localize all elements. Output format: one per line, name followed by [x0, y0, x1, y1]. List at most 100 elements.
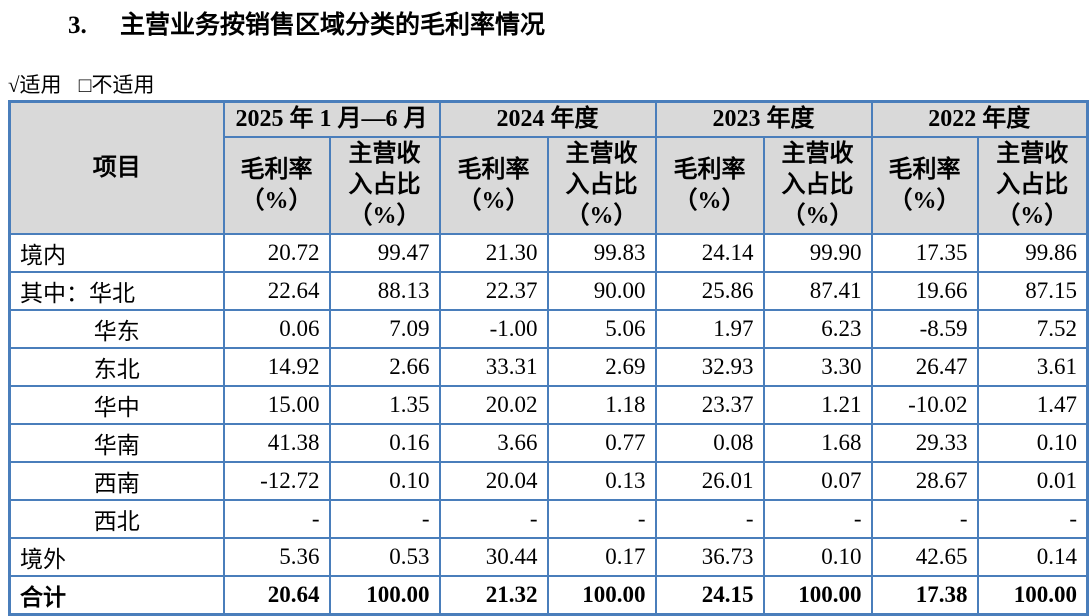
cell-value: 1.68 [762, 423, 873, 463]
cell-value: 0.10 [976, 423, 1089, 463]
cell-value: 25.86 [654, 271, 765, 311]
cell-value: 14.92 [222, 347, 331, 387]
table-header: 项目 2025 年 1 月—6 月 2024 年度 2023 年度 2022 年… [8, 100, 1089, 235]
cell-value: - [976, 499, 1089, 539]
cell-value: 87.41 [762, 271, 873, 311]
cell-value: 1.35 [328, 385, 441, 425]
cell-value: 100.00 [328, 575, 441, 616]
cell-value: 99.83 [546, 233, 657, 273]
applicable-option: √适用 [8, 73, 62, 97]
period-2025h1-header: 2025 年 1 月—6 月 [222, 100, 441, 138]
cell-value: 17.38 [870, 575, 979, 616]
cell-value: 3.66 [438, 423, 549, 463]
cell-value: 36.73 [654, 537, 765, 577]
cell-value: -10.02 [870, 385, 979, 425]
table-row: 西南 -12.72 0.10 20.04 0.13 26.01 0.07 28.… [8, 461, 1089, 501]
cell-value: 90.00 [546, 271, 657, 311]
cell-value: 24.15 [654, 575, 765, 616]
cell-value: 0.06 [222, 309, 331, 349]
cell-value: - [654, 499, 765, 539]
cell-value: 41.38 [222, 423, 331, 463]
cell-value: 99.86 [976, 233, 1089, 273]
row-label: 西南 [8, 461, 225, 501]
cell-value: - [222, 499, 331, 539]
table-row: 东北 14.92 2.66 33.31 2.69 32.93 3.30 26.4… [8, 347, 1089, 387]
cell-value: 30.44 [438, 537, 549, 577]
row-label: 境内 [8, 233, 225, 273]
cell-value: 19.66 [870, 271, 979, 311]
cell-value: 20.64 [222, 575, 331, 616]
cell-value: 6.23 [762, 309, 873, 349]
revenue-share-header: 主营收入占比（%） [328, 136, 441, 235]
cell-value: 42.65 [870, 537, 979, 577]
cell-value: - [762, 499, 873, 539]
cell-value: 0.10 [328, 461, 441, 501]
table-row: 华东 0.06 7.09 -1.00 5.06 1.97 6.23 -8.59 … [8, 309, 1089, 349]
revenue-share-header: 主营收入占比（%） [546, 136, 657, 235]
cell-value: - [438, 499, 549, 539]
table-row: 华南 41.38 0.16 3.66 0.77 0.08 1.68 29.33 … [8, 423, 1089, 463]
cell-value: 87.15 [976, 271, 1089, 311]
cell-value: 0.14 [976, 537, 1089, 577]
table-row: 境内 20.72 99.47 21.30 99.83 24.14 99.90 1… [8, 233, 1089, 273]
cell-value: 26.01 [654, 461, 765, 501]
cell-value: - [328, 499, 441, 539]
cell-value: 17.35 [870, 233, 979, 273]
table-row: 合计 20.64 100.00 21.32 100.00 24.15 100.0… [8, 575, 1089, 616]
cell-value: 99.47 [328, 233, 441, 273]
cell-value: 100.00 [546, 575, 657, 616]
cell-value: 0.07 [762, 461, 873, 501]
table-row: 西北 - - - - - - - - [8, 499, 1089, 539]
gross-margin-by-region-table: 项目 2025 年 1 月—6 月 2024 年度 2023 年度 2022 年… [8, 100, 1089, 616]
gross-margin-header: 毛利率（%） [222, 136, 331, 235]
gross-margin-header: 毛利率（%） [654, 136, 765, 235]
cell-value: - [546, 499, 657, 539]
cell-value: 0.16 [328, 423, 441, 463]
cell-value: 0.13 [546, 461, 657, 501]
revenue-share-header: 主营收入占比（%） [762, 136, 873, 235]
cell-value: - [870, 499, 979, 539]
cell-value: 20.72 [222, 233, 331, 273]
cell-value: 3.30 [762, 347, 873, 387]
cell-value: 15.00 [222, 385, 331, 425]
section-number: 3. [68, 12, 87, 39]
cell-value: 3.61 [976, 347, 1089, 387]
cell-value: 20.02 [438, 385, 549, 425]
cell-value: 0.08 [654, 423, 765, 463]
section-heading: 3. 主营业务按销售区域分类的毛利率情况 [68, 12, 1091, 40]
cell-value: 5.36 [222, 537, 331, 577]
cell-value: 23.37 [654, 385, 765, 425]
cell-value: 26.47 [870, 347, 979, 387]
cell-value: 2.66 [328, 347, 441, 387]
cell-value: 24.14 [654, 233, 765, 273]
row-label: 华南 [8, 423, 225, 463]
cell-value: 21.30 [438, 233, 549, 273]
row-label: 境外 [8, 537, 225, 577]
metric-header-row: 毛利率（%） 主营收入占比（%） 毛利率（%） 主营收入占比（%） 毛利率（%）… [10, 136, 1089, 235]
cell-value: 1.18 [546, 385, 657, 425]
row-label: 合计 [8, 575, 225, 616]
cell-value: 0.01 [976, 461, 1089, 501]
cell-value: 100.00 [762, 575, 873, 616]
cell-value: 0.77 [546, 423, 657, 463]
cell-value: 0.17 [546, 537, 657, 577]
cell-value: 32.93 [654, 347, 765, 387]
table-body: 境内 20.72 99.47 21.30 99.83 24.14 99.90 1… [8, 233, 1089, 616]
cell-value: 100.00 [976, 575, 1089, 616]
cell-value: 99.90 [762, 233, 873, 273]
gross-margin-header: 毛利率（%） [438, 136, 549, 235]
cell-value: 7.52 [976, 309, 1089, 349]
table-row: 华中 15.00 1.35 20.02 1.18 23.37 1.21 -10.… [8, 385, 1089, 425]
cell-value: -12.72 [222, 461, 331, 501]
period-header-row: 项目 2025 年 1 月—6 月 2024 年度 2023 年度 2022 年… [8, 100, 1089, 235]
cell-value: 88.13 [328, 271, 441, 311]
cell-value: 1.21 [762, 385, 873, 425]
not-applicable-option: □不适用 [78, 73, 155, 97]
cell-value: 33.31 [438, 347, 549, 387]
item-column-header: 项目 [8, 100, 225, 235]
cell-value: 0.10 [762, 537, 873, 577]
cell-value: 29.33 [870, 423, 979, 463]
cell-value: 2.69 [546, 347, 657, 387]
gross-margin-header: 毛利率（%） [870, 136, 979, 235]
cell-value: 28.67 [870, 461, 979, 501]
